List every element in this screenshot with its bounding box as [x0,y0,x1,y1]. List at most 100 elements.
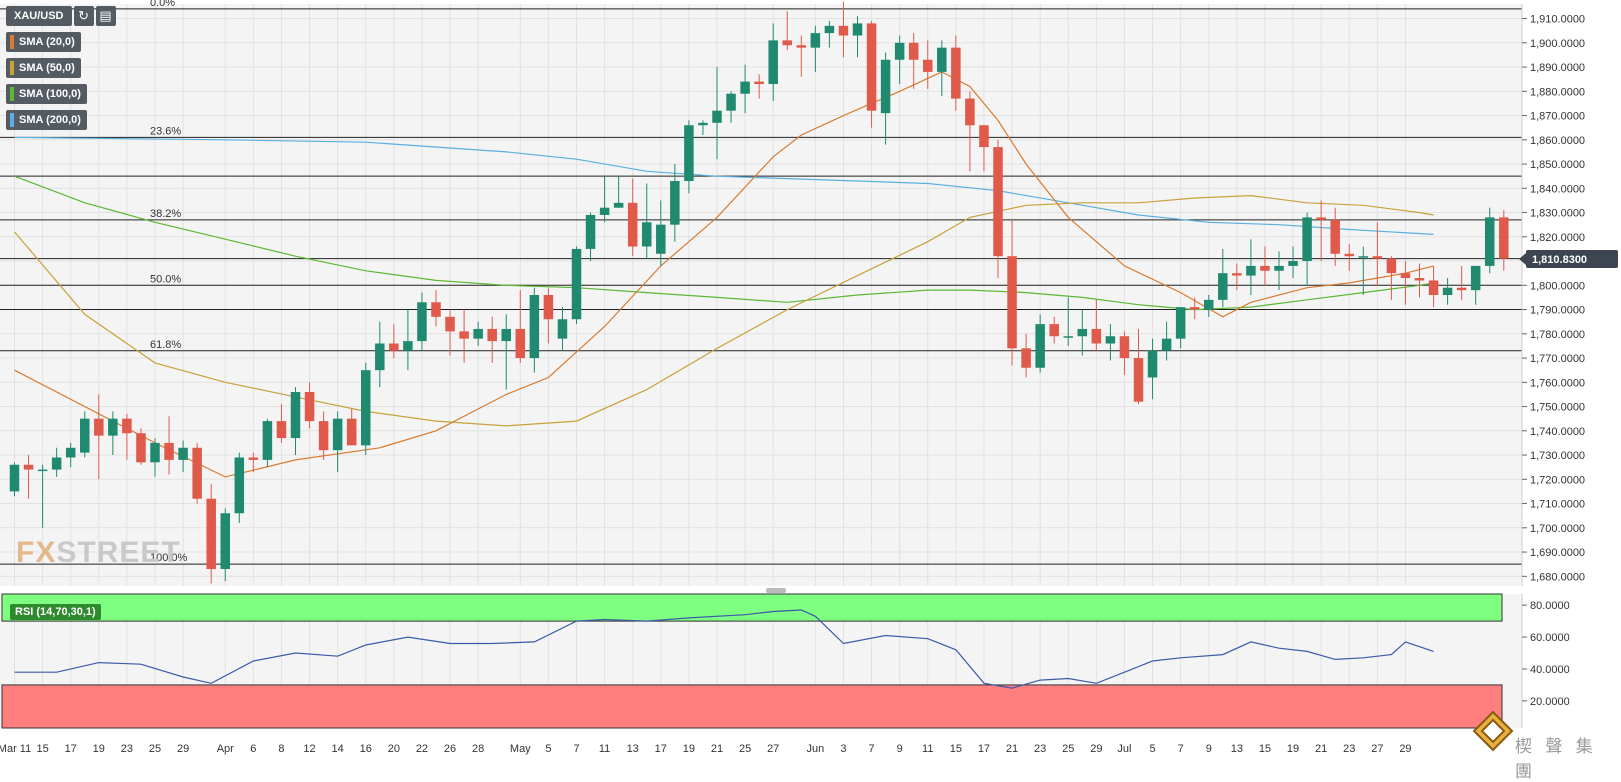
candle-body [220,513,230,570]
candle-body [459,331,469,339]
candle-body [375,343,385,371]
x-tick-label: 9 [1206,743,1212,755]
last-price-label: 1,810.8300 [1532,254,1587,266]
x-tick-label: 12 [303,743,315,755]
x-tick-label: 26 [444,743,456,755]
candle-body [642,222,652,247]
y-tick-label: 1,730.0000 [1530,450,1585,462]
candle-body [150,442,160,463]
candle-body [754,81,764,85]
bar-chart-icon[interactable]: ▤ [95,6,116,26]
candle-body [1456,287,1467,291]
candle-body [1400,273,1411,279]
candle-body [122,418,132,434]
x-tick-label: May [510,743,531,755]
x-tick-label: 3 [840,743,846,755]
candle-body [1035,324,1045,368]
candle-body [389,343,399,351]
candle-body [599,207,610,215]
y-tick-label: 1,770.0000 [1530,353,1585,365]
rsi-legend-label[interactable]: RSI (14,70,30,1) [10,604,101,620]
candle-body [1091,328,1102,344]
refresh-icon[interactable]: ↻ [73,6,94,26]
candle-body [1232,273,1242,276]
candle-body [866,23,877,111]
candle-body [290,392,301,439]
y-tick-label: 1,860.0000 [1530,135,1585,147]
candle-body [1204,299,1214,310]
legend-sma-100-label: SMA (100,0) [19,88,81,100]
x-tick-label: Apr [217,743,234,755]
x-tick-label: 15 [1259,743,1271,755]
candle-body [1189,307,1200,310]
candle-body [164,442,174,460]
candle-body [656,224,666,254]
candle-body [585,214,596,249]
candle-body [262,421,273,460]
candle-body [1302,217,1312,262]
candle-body [515,328,526,359]
candle-body [445,316,455,332]
y-tick-label: 1,740.0000 [1530,426,1585,438]
candle-body [1274,265,1284,271]
x-tick-label: 7 [573,743,579,755]
candle-body [768,40,778,85]
candle-body [965,98,975,126]
sma-50-swatch [10,61,14,75]
y-tick-label: 1,820.0000 [1530,232,1585,244]
candle-body [726,93,736,111]
candle-body [1442,287,1453,295]
candle-body [487,328,497,342]
symbol-toolbar: XAU/USD ↻ ▤ [6,6,116,26]
candle-body [557,319,568,339]
candle-body [979,125,989,148]
candle-body [234,457,245,514]
x-tick-label: 23 [1343,743,1355,755]
y-tick-label: 1,750.0000 [1530,402,1585,414]
candle-body [923,59,933,72]
x-tick-label: 16 [360,743,372,755]
sma-100-line [14,175,1434,311]
symbol-label[interactable]: XAU/USD [6,6,72,26]
x-tick-label: Mar 11 [0,743,31,755]
candle-body [248,457,259,460]
x-tick-label: 11 [599,743,610,755]
x-tick-label: 27 [1371,743,1383,755]
candle-body [332,418,343,451]
pane-splitter-handle[interactable] [766,588,786,593]
fib-level-label: 50.0% [150,273,181,285]
legend-sma-200[interactable]: SMA (200,0) [6,110,87,130]
candle-body [1386,258,1397,274]
y-tick-label: 1,720.0000 [1530,474,1585,486]
candle-body [276,421,287,439]
candle-body [1414,278,1425,281]
candle-body [361,370,371,446]
legend-sma-50[interactable]: SMA (50,0) [6,58,81,78]
legend-sma-20[interactable]: SMA (20,0) [6,32,81,52]
x-tick-label: 19 [683,743,695,755]
fib-level-label: 100.0% [150,552,188,564]
candle-body [951,47,961,99]
legend-panel: XAU/USD ↻ ▤ SMA (20,0) SMA (50,0) SMA (1… [6,6,116,136]
y-tick-label: 1,910.0000 [1530,14,1585,26]
watermark-fx: FX [16,536,57,569]
candle-body [80,418,90,453]
candle-body [670,181,680,225]
x-tick-label: 19 [1287,743,1299,755]
x-tick-label: 25 [1062,743,1074,755]
x-tick-label: 29 [177,743,189,755]
legend-sma-100[interactable]: SMA (100,0) [6,84,87,104]
candle-body [543,295,554,320]
chart-canvas[interactable]: 0.0% 23.6% 38.2% 50.0% 61.8% 100.0% 1,680.0000… [0,0,1621,761]
candle-body [51,457,62,470]
x-tick-label: Jul [1117,743,1131,755]
candle-body [192,447,202,499]
x-tick-label: 15 [36,743,48,755]
x-tick-label: 23 [1034,743,1046,755]
candle-body [1330,219,1340,254]
candle-body [23,464,34,470]
x-tick-label: 11 [922,743,933,755]
candle-body [571,248,582,320]
x-tick-label: 5 [545,743,551,755]
